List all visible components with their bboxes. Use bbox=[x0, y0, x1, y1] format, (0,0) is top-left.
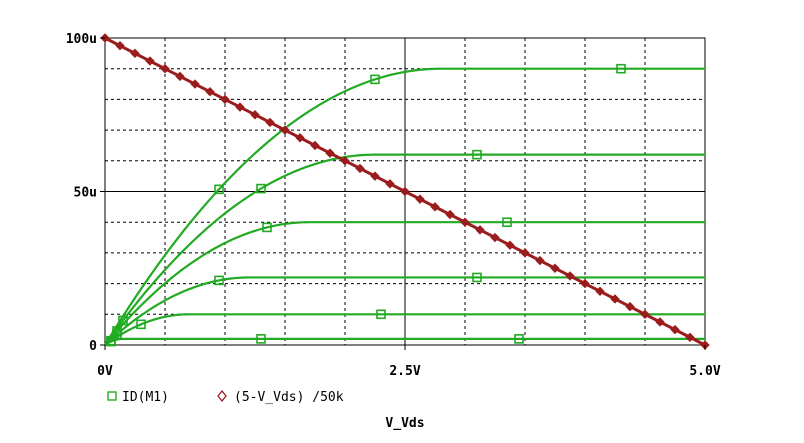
id-marker-square bbox=[118, 315, 128, 326]
x-tick-label: 2.5V bbox=[389, 364, 420, 379]
load-marker-diamond bbox=[280, 125, 290, 135]
load-marker-diamond bbox=[325, 148, 335, 158]
id-marker-square bbox=[616, 63, 626, 74]
load-marker-diamond bbox=[145, 56, 155, 66]
id-marker-square bbox=[214, 275, 224, 286]
id-curve bbox=[104, 67, 705, 346]
load-marker-diamond bbox=[505, 240, 515, 250]
ticks-layer: 0V 2.5V 5.0V 0 50u 100u bbox=[66, 32, 721, 379]
id-marker-square bbox=[106, 335, 116, 346]
id-marker-square bbox=[256, 334, 266, 344]
load-marker-diamond bbox=[160, 63, 170, 74]
load-marker-diamond bbox=[460, 217, 470, 227]
id-marker-square bbox=[472, 272, 482, 283]
y-tick-label: 0 bbox=[89, 339, 97, 354]
load-marker-diamond bbox=[310, 140, 320, 151]
load-marker-diamond bbox=[385, 179, 395, 189]
load-marker-diamond bbox=[685, 332, 695, 343]
id-marker-square bbox=[370, 74, 380, 85]
load-marker-diamond bbox=[295, 133, 305, 143]
id-marker-square bbox=[256, 183, 266, 194]
load-marker-diamond bbox=[640, 309, 650, 320]
load-marker-diamond bbox=[580, 278, 590, 289]
load-marker-diamond bbox=[250, 110, 260, 120]
load-marker-diamond bbox=[670, 324, 680, 335]
y-tick-label: 50u bbox=[74, 186, 97, 201]
load-marker-diamond bbox=[520, 248, 530, 258]
id-marker-square bbox=[502, 217, 512, 227]
id-marker-square bbox=[112, 326, 122, 336]
load-marker-diamond bbox=[220, 94, 230, 105]
load-marker-diamond bbox=[205, 87, 215, 97]
load-marker-diamond bbox=[400, 186, 410, 197]
id-curve bbox=[104, 153, 705, 346]
load-marker-diamond bbox=[115, 40, 125, 51]
load-marker-diamond bbox=[130, 48, 140, 59]
load-marker-diamond bbox=[415, 194, 425, 204]
load-marker-diamond bbox=[355, 163, 365, 174]
legend-label-load: (5-V_Vds) /50k bbox=[234, 390, 344, 405]
load-marker-diamond bbox=[565, 271, 575, 281]
id-marker-square bbox=[514, 334, 524, 344]
id-marker-square bbox=[214, 184, 224, 195]
load-marker-diamond bbox=[430, 202, 440, 212]
x-axis-title: V_Vds bbox=[385, 416, 424, 431]
load-marker-diamond bbox=[340, 156, 350, 166]
load-marker-diamond bbox=[190, 79, 200, 89]
x-tick-label: 5.0V bbox=[689, 364, 720, 379]
id-marker-square bbox=[376, 309, 386, 320]
load-marker-diamond bbox=[235, 102, 245, 112]
load-marker-diamond bbox=[625, 301, 635, 312]
id-curve bbox=[104, 276, 705, 346]
load-marker-diamond bbox=[265, 117, 275, 128]
load-marker-diamond bbox=[475, 225, 485, 235]
load-marker-diamond bbox=[550, 263, 560, 273]
id-curve bbox=[104, 337, 705, 346]
id-marker-square bbox=[262, 222, 272, 233]
load-marker-diamond bbox=[655, 317, 665, 327]
id-marker-square bbox=[136, 319, 146, 330]
x-tick-label: 0V bbox=[97, 364, 113, 379]
load-marker-diamond bbox=[535, 255, 545, 266]
legend: ID(M1) (5-V_Vds) /50k bbox=[107, 389, 344, 405]
legend-square-icon bbox=[107, 391, 117, 401]
legend-label-id: ID(M1) bbox=[122, 390, 169, 405]
legend-diamond-icon bbox=[217, 389, 227, 403]
load-marker-diamond bbox=[490, 232, 500, 243]
id-curve bbox=[104, 313, 705, 346]
load-marker-diamond bbox=[445, 209, 455, 220]
load-marker-diamond bbox=[610, 294, 620, 304]
id-marker-square bbox=[472, 149, 482, 160]
load-marker-diamond bbox=[595, 286, 605, 296]
curves-layer bbox=[104, 36, 706, 347]
y-tick-label: 100u bbox=[66, 32, 97, 47]
load-marker-diamond bbox=[175, 71, 185, 82]
load-marker-diamond bbox=[370, 171, 380, 181]
id-curve bbox=[104, 221, 705, 346]
